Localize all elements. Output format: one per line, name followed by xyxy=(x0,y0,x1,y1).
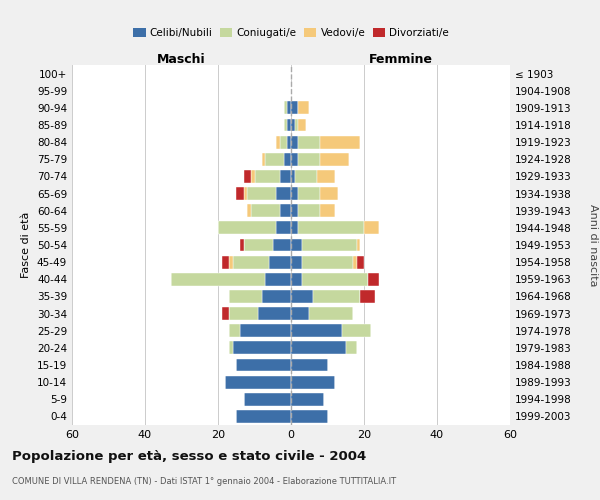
Bar xyxy=(236,410,291,423)
Bar xyxy=(251,204,280,217)
Bar xyxy=(262,290,291,303)
Bar xyxy=(236,358,291,372)
Bar xyxy=(291,342,346,354)
Bar xyxy=(291,273,302,285)
Bar xyxy=(291,393,324,406)
Bar xyxy=(291,136,298,148)
Bar xyxy=(247,204,251,217)
Bar xyxy=(244,238,273,252)
Bar xyxy=(251,170,254,183)
Bar xyxy=(342,324,371,337)
Bar xyxy=(291,118,295,132)
Bar xyxy=(298,118,305,132)
Bar xyxy=(298,187,320,200)
Bar xyxy=(298,153,320,166)
Bar xyxy=(273,238,291,252)
Bar xyxy=(229,307,258,320)
Bar xyxy=(291,187,298,200)
Bar xyxy=(291,290,313,303)
Bar xyxy=(295,118,298,132)
Bar xyxy=(265,153,284,166)
Bar xyxy=(291,410,328,423)
Text: Maschi: Maschi xyxy=(157,53,206,66)
Bar xyxy=(356,238,361,252)
Bar xyxy=(298,102,309,114)
Bar xyxy=(284,153,291,166)
Bar xyxy=(269,256,291,268)
Bar xyxy=(240,238,244,252)
Legend: Celibi/Nubili, Coniugati/e, Vedovi/e, Divorziati/e: Celibi/Nubili, Coniugati/e, Vedovi/e, Di… xyxy=(129,24,453,42)
Bar xyxy=(346,342,356,354)
Bar xyxy=(221,307,229,320)
Bar xyxy=(291,324,342,337)
Bar xyxy=(298,136,320,148)
Bar xyxy=(277,187,291,200)
Bar xyxy=(291,238,302,252)
Bar xyxy=(280,170,291,183)
Bar xyxy=(291,376,335,388)
Bar xyxy=(287,102,291,114)
Bar xyxy=(226,376,291,388)
Bar xyxy=(320,153,349,166)
Bar xyxy=(221,256,229,268)
Bar xyxy=(287,118,291,132)
Bar xyxy=(247,187,277,200)
Bar xyxy=(240,324,291,337)
Bar xyxy=(218,222,277,234)
Bar xyxy=(244,187,247,200)
Bar xyxy=(291,256,302,268)
Bar xyxy=(287,136,291,148)
Bar xyxy=(368,273,379,285)
Bar xyxy=(280,136,287,148)
Bar xyxy=(353,256,356,268)
Bar xyxy=(277,222,291,234)
Bar xyxy=(284,118,287,132)
Bar xyxy=(320,187,338,200)
Bar xyxy=(229,324,240,337)
Bar xyxy=(361,290,375,303)
Bar xyxy=(317,170,335,183)
Bar xyxy=(170,273,265,285)
Bar xyxy=(258,307,291,320)
Y-axis label: Fasce di età: Fasce di età xyxy=(22,212,31,278)
Bar xyxy=(313,290,361,303)
Bar xyxy=(277,136,280,148)
Bar xyxy=(291,222,298,234)
Bar xyxy=(309,307,353,320)
Bar xyxy=(244,170,251,183)
Bar xyxy=(233,256,269,268)
Bar xyxy=(229,342,233,354)
Bar xyxy=(291,170,295,183)
Text: Popolazione per età, sesso e stato civile - 2004: Popolazione per età, sesso e stato civil… xyxy=(12,450,366,463)
Y-axis label: Anni di nascita: Anni di nascita xyxy=(588,204,598,286)
Bar xyxy=(284,102,287,114)
Bar xyxy=(254,170,280,183)
Bar xyxy=(364,222,379,234)
Bar xyxy=(295,170,317,183)
Bar xyxy=(302,273,368,285)
Text: Femmine: Femmine xyxy=(368,53,433,66)
Bar xyxy=(298,204,320,217)
Bar xyxy=(262,153,265,166)
Bar xyxy=(291,204,298,217)
Bar xyxy=(265,273,291,285)
Bar xyxy=(280,204,291,217)
Bar xyxy=(320,204,335,217)
Bar xyxy=(291,307,309,320)
Bar xyxy=(244,393,291,406)
Bar xyxy=(291,153,298,166)
Bar xyxy=(233,342,291,354)
Bar xyxy=(320,136,361,148)
Bar xyxy=(291,102,298,114)
Bar xyxy=(302,238,356,252)
Bar xyxy=(236,187,244,200)
Bar xyxy=(302,256,353,268)
Bar xyxy=(356,256,364,268)
Text: COMUNE DI VILLA RENDENA (TN) - Dati ISTAT 1° gennaio 2004 - Elaborazione TUTTITA: COMUNE DI VILLA RENDENA (TN) - Dati ISTA… xyxy=(12,478,396,486)
Bar xyxy=(298,222,364,234)
Bar xyxy=(229,290,262,303)
Bar xyxy=(291,358,328,372)
Bar xyxy=(229,256,233,268)
